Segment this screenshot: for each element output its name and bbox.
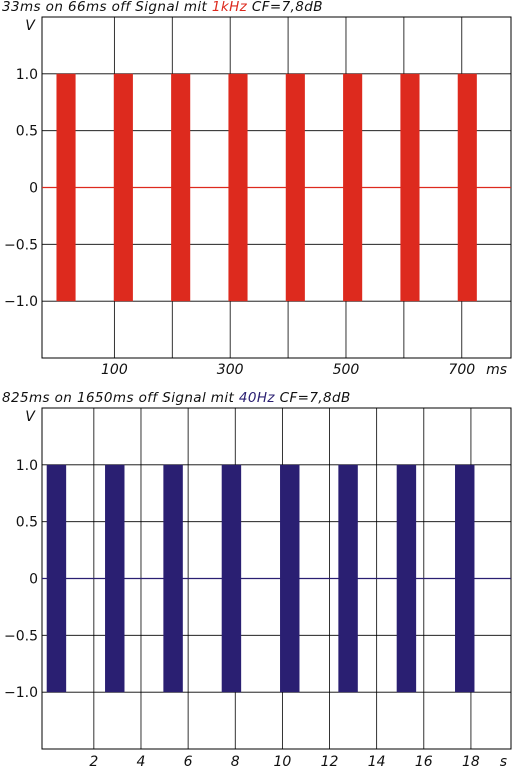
chart-2-title-suffix: CF=7,8dB <box>274 390 351 406</box>
chart-1-y-tick-label: 1.0 <box>16 67 38 83</box>
chart-1-burst-2 <box>113 73 133 302</box>
chart-1-x-tick-label: 300 <box>217 362 244 378</box>
chart-2-burst-2 <box>105 464 125 693</box>
chart-1-title-prefix: 33ms on 66ms off Signal mit <box>2 0 212 15</box>
chart-2-y-tick-label: 1.0 <box>16 458 38 474</box>
chart-1-burst-8 <box>457 73 477 302</box>
chart-2-burst-3 <box>163 464 183 693</box>
chart-2-burst-8 <box>455 464 475 693</box>
chart-1-burst-6 <box>343 73 363 302</box>
chart-1-burst-1 <box>56 73 76 302</box>
chart-2-burst-5 <box>280 464 300 693</box>
chart-2-burst-6 <box>338 464 358 693</box>
chart-2-burst-1 <box>46 464 67 693</box>
chart-2-burst-4 <box>221 464 242 693</box>
chart-1-x-tick-label: 500 <box>333 362 360 378</box>
chart-2-x-unit-label: s <box>500 754 507 768</box>
chart-2-x-tick-label: 4 <box>137 754 146 768</box>
chart-2-x-tick-label: 6 <box>184 754 193 768</box>
chart-1-burst-7 <box>400 73 420 302</box>
chart-1-burst-4 <box>228 73 248 302</box>
chart-1-title-frequency: 1kHz <box>211 0 248 15</box>
chart-1-y-tick-label: −1.0 <box>4 294 38 310</box>
chart-2-y-tick-label: −1.0 <box>4 685 38 701</box>
chart-2-y-axis-label: V <box>25 409 36 425</box>
chart-2-x-tick-label: 14 <box>368 754 386 768</box>
chart-2-x-tick-label: 2 <box>89 754 98 768</box>
chart-1-y-tick-label: 0.5 <box>16 124 38 140</box>
chart-2-x-tick-label: 10 <box>273 754 291 768</box>
chart-2-burst-7 <box>396 464 417 693</box>
chart-2-y-tick-label: 0.5 <box>16 515 38 531</box>
chart-2-x-tick-label: 12 <box>321 754 339 768</box>
chart-2-x-tick-label: 8 <box>231 754 240 768</box>
chart-2-title: 825ms on 1650ms off Signal mit 40Hz CF=7… <box>2 390 351 406</box>
chart-2-title-prefix: 825ms on 1650ms off Signal mit <box>2 390 239 406</box>
chart-2-title-frequency: 40Hz <box>238 390 275 406</box>
chart-2-x-tick-label: 16 <box>415 754 433 768</box>
chart-1-y-tick-label: 0 <box>29 181 38 197</box>
chart-2-y-tick-label: 0 <box>29 572 38 588</box>
chart-1-burst-3 <box>171 73 191 302</box>
chart-2-x-tick-label: 18 <box>462 754 480 768</box>
chart-1-title-suffix: CF=7,8dB <box>247 0 323 15</box>
chart-1-x-tick-label: 700 <box>448 362 475 378</box>
chart-1-burst-5 <box>285 73 305 302</box>
chart-2-y-tick-label: −0.5 <box>4 628 38 644</box>
chart-1-title: 33ms on 66ms off Signal mit 1kHz CF=7,8d… <box>2 0 323 15</box>
chart-2: V 1.0 0.5 0 −0.5 −1.0 2 4 6 8 10 12 14 16 18 s <box>4 407 512 768</box>
chart-1-y-axis-label: V <box>25 18 36 34</box>
chart-1-y-tick-label: −0.5 <box>4 237 38 253</box>
chart-1-x-unit-label: ms <box>486 362 507 378</box>
chart-1: V 1.0 0.5 0 −0.5 −1.0 100 300 500 700 ms <box>4 16 512 378</box>
chart-1-x-tick-label: 100 <box>101 362 128 378</box>
